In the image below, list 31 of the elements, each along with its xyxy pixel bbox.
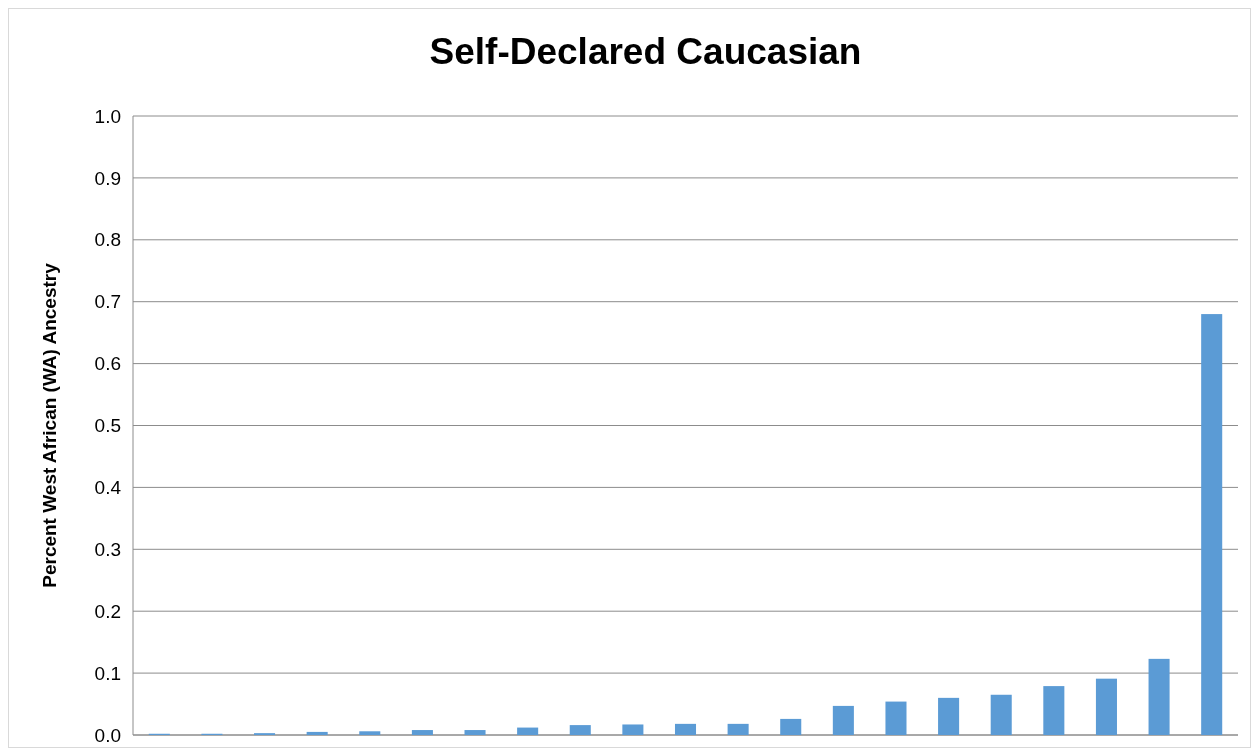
bar xyxy=(885,701,907,735)
bar xyxy=(569,725,591,735)
y-tick-label: 0.9 xyxy=(94,167,121,189)
bar xyxy=(306,731,328,735)
y-tick-label: 0.5 xyxy=(94,415,121,437)
bar xyxy=(464,730,486,735)
y-tick-label: 0.1 xyxy=(94,662,121,684)
bar xyxy=(1148,658,1170,735)
bar xyxy=(411,730,433,735)
bar xyxy=(990,694,1012,735)
y-tick-label: 0.0 xyxy=(94,724,121,746)
bar xyxy=(1043,686,1065,735)
y-tick-label: 1.0 xyxy=(94,105,121,127)
y-tick-label: 0.8 xyxy=(94,229,121,251)
bar xyxy=(1095,678,1117,735)
bar xyxy=(359,731,381,735)
chart-title: Self-Declared Caucasian xyxy=(429,31,862,72)
y-tick-label: 0.3 xyxy=(94,538,121,560)
y-tick-label: 0.4 xyxy=(94,477,122,499)
y-tick-label: 0.7 xyxy=(94,291,121,313)
bar xyxy=(780,718,802,735)
bar xyxy=(938,697,960,735)
bar xyxy=(622,724,644,735)
bar xyxy=(674,723,697,735)
bar xyxy=(727,723,749,735)
bar xyxy=(832,705,854,735)
y-tick-label: 0.6 xyxy=(94,353,121,375)
y-axis-title: Percent West African (WA) Ancestry xyxy=(39,262,60,588)
bar xyxy=(1201,314,1223,735)
y-tick-label: 0.2 xyxy=(94,600,121,622)
bar xyxy=(517,727,539,735)
